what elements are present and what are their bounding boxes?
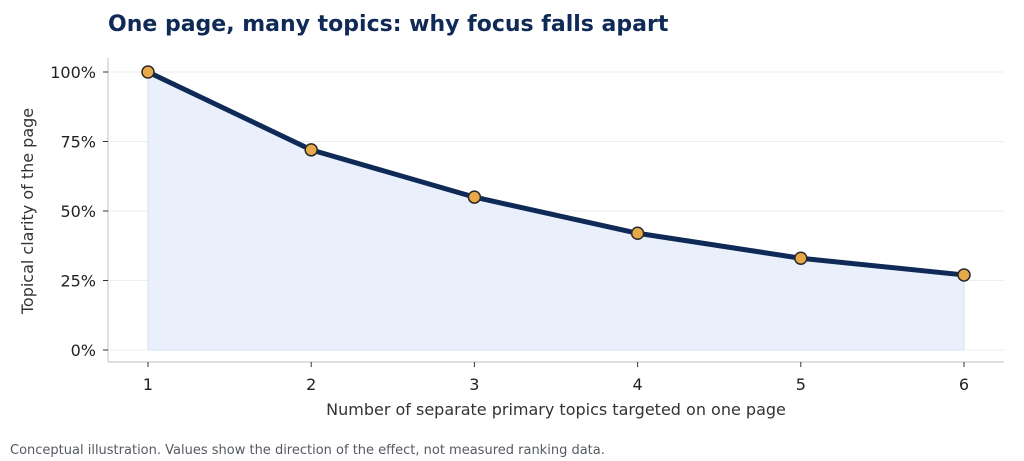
y-axis-label: Topical clarity of the page — [18, 108, 37, 315]
y-tick-label: 100% — [50, 63, 96, 82]
data-points — [141, 65, 971, 282]
y-tick-label: 50% — [60, 202, 96, 221]
axes — [107, 58, 1004, 363]
series-line-path — [145, 69, 967, 278]
x-tick-label: 6 — [959, 375, 969, 394]
data-point — [141, 65, 155, 79]
data-point — [957, 268, 971, 282]
x-tick-label: 4 — [633, 375, 643, 394]
x-tick-label: 3 — [469, 375, 479, 394]
x-tick-label: 2 — [306, 375, 316, 394]
series-line — [145, 69, 967, 278]
y-tick-label: 75% — [60, 133, 96, 152]
y-tick-label: 25% — [60, 272, 96, 291]
x-tick-label: 1 — [143, 375, 153, 394]
chart-title: One page, many topics: why focus falls a… — [108, 12, 669, 37]
data-point — [304, 143, 318, 157]
footnote: Conceptual illustration. Values show the… — [10, 443, 605, 458]
x-tick-label: 5 — [796, 375, 806, 394]
data-point — [794, 251, 808, 266]
x-axis-ticks: 1 2 3 4 5 6 — [143, 362, 969, 394]
data-point — [630, 226, 645, 240]
data-point — [467, 190, 482, 204]
y-axis-ticks: 0% 25% 50% 75% 100% — [50, 63, 108, 360]
x-axis-label: Number of separate primary topics target… — [326, 400, 786, 419]
y-tick-label: 0% — [71, 341, 96, 360]
